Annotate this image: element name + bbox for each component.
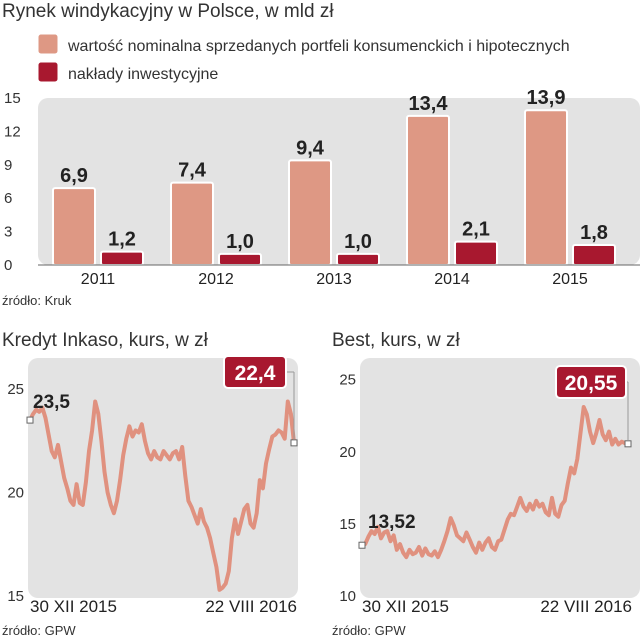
inkaso-callout-box [223, 355, 287, 389]
best-y-axis: 10 15 20 25 [339, 372, 356, 605]
bar-label-invest-2015: 1,8 [580, 222, 608, 244]
bar-y-tick-1: 3 [4, 224, 12, 241]
best-last-value: 20,55 [565, 372, 618, 395]
best-y-tick-2: 20 [339, 444, 356, 461]
best-x-start: 30 XII 2015 [362, 597, 449, 616]
legend-swatch-nominal [37, 33, 59, 55]
bar-nominal-2011 [52, 187, 96, 266]
bar-y-axis: 0 3 6 9 12 15 [4, 90, 21, 274]
best-end-marker [624, 440, 632, 448]
bar-label-invest-2014: 2,1 [462, 219, 490, 241]
legend-label-invest: nakłady inwestycyjne [68, 66, 218, 83]
bar-nominal-2015 [524, 109, 568, 266]
best-y-tick-0: 10 [339, 588, 356, 605]
best-first-value: 13,52 [368, 512, 416, 533]
inkaso-source: źródło: GPW [2, 623, 76, 638]
bar-nominal-2014 [406, 114, 450, 266]
bar-invest-2015 [572, 243, 616, 267]
best-title: Best, kurs, w zł [332, 330, 461, 351]
inkaso-x-start: 30 XII 2015 [30, 597, 117, 616]
bar-label-invest-2013: 1,0 [344, 231, 372, 253]
bar-nominal-2013 [288, 159, 332, 266]
legend-swatch-invest [37, 61, 59, 83]
inkaso-y-tick-1: 20 [7, 485, 24, 502]
bar-invest-2011 [100, 250, 144, 266]
best-plot-background [360, 358, 640, 598]
bar-category-2015: 2015 [552, 271, 588, 288]
bar-label-nominal-2013: 9,4 [296, 137, 325, 159]
inkaso-price-line [28, 399, 296, 592]
bar-y-tick-0: 0 [4, 257, 12, 274]
best-price-line [360, 405, 630, 560]
best-y-tick-3: 25 [339, 372, 356, 389]
bar-nominal-2012 [170, 181, 214, 266]
best-start-marker [358, 541, 366, 549]
bar-x-axis: 2011 2012 2013 2014 2015 [81, 271, 588, 288]
best-callout-box [555, 365, 627, 399]
inkaso-first-value: 23,5 [33, 392, 70, 413]
inkaso-last-value: 22,4 [235, 362, 276, 385]
inkaso-y-axis: 15 20 25 [7, 381, 24, 605]
bar-label-nominal-2011: 6,9 [60, 165, 88, 187]
bar-label-nominal-2014: 13,4 [409, 93, 449, 115]
bar-invest-2012 [218, 252, 262, 267]
bar-source: źródło: Kruk [2, 293, 72, 308]
bar-category-2011: 2011 [81, 271, 116, 288]
bar-y-tick-5: 15 [4, 90, 21, 107]
inkaso-y-tick-2: 25 [7, 381, 24, 398]
best-source: źródło: GPW [332, 623, 406, 638]
bar-label-nominal-2012: 7,4 [178, 160, 207, 182]
bar-y-tick-4: 12 [4, 123, 21, 140]
inkaso-title: Kredyt Inkaso, kurs, w zł [2, 330, 209, 351]
inkaso-x-end: 22 VIII 2016 [205, 597, 297, 616]
bar-invest-2013 [336, 252, 380, 267]
bar-label-invest-2011: 1,2 [108, 229, 136, 251]
bar-category-2012: 2012 [198, 271, 234, 288]
best-y-tick-1: 15 [339, 516, 356, 533]
bar-invest-2014 [454, 240, 498, 266]
inkaso-end-marker [290, 439, 298, 447]
legend-label-nominal: wartość nominalna sprzedanych portfeli k… [67, 38, 570, 55]
bar-label-invest-2012: 1,0 [226, 231, 254, 253]
inkaso-y-tick-0: 15 [7, 588, 24, 605]
bar-label-nominal-2015: 13,9 [527, 87, 566, 109]
bar-category-2013: 2013 [316, 271, 352, 288]
bar-series: 6,9 1,2 7,4 1,0 9,4 1,0 13,4 2,1 13,9 1,8 [52, 87, 616, 267]
bar-category-2014: 2014 [434, 271, 470, 288]
bar-chart-title: Rynek windykacyjny w Polsce, w mld zł [2, 1, 334, 22]
bar-y-tick-2: 6 [4, 190, 12, 207]
best-x-end: 22 VIII 2016 [540, 597, 632, 616]
inkaso-start-marker [26, 416, 34, 424]
bar-y-tick-3: 9 [4, 157, 12, 174]
